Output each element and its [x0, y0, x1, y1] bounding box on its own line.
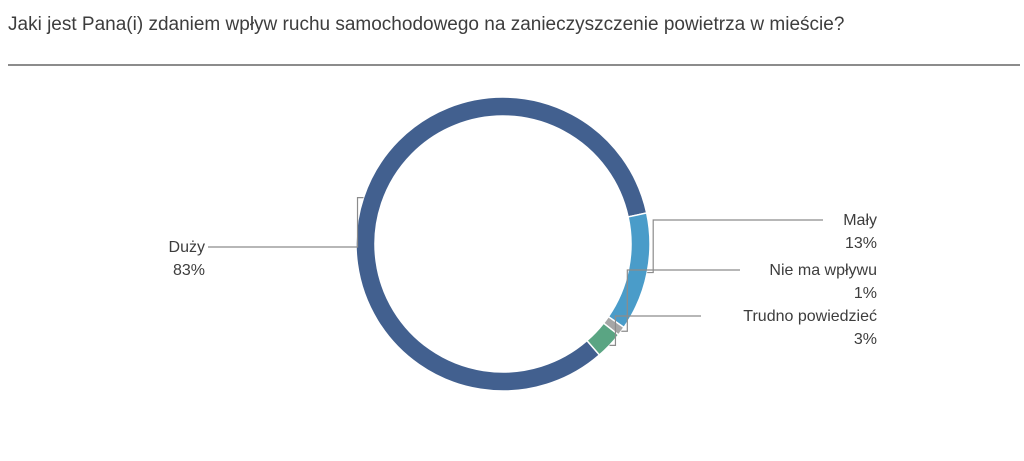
- label-value-duzy: 83%: [173, 262, 205, 279]
- label-value-trudno-powiedziec: 3%: [854, 331, 877, 348]
- slice-trudno-powiedziec: [585, 322, 620, 357]
- donut-slices: [355, 96, 651, 392]
- title-divider: [8, 64, 1020, 66]
- leader-line-trudno-powiedziec: [609, 315, 701, 346]
- leader-lines: [208, 196, 823, 346]
- slice-duzy: [355, 96, 648, 392]
- slice-labels: Duży 83% Mały 13% Nie ma wpływu 1% Trudno powi…: [169, 212, 877, 348]
- label-name-nie-ma-wplywu: Nie ma wpływu: [769, 262, 877, 279]
- leader-line-nie-ma-wplywu: [621, 269, 740, 332]
- label-name-duzy: Duży: [169, 239, 205, 256]
- label-name-trudno-powiedziec: Trudno powiedzieć: [743, 308, 877, 325]
- leader-line-maly: [647, 219, 823, 274]
- label-name-maly: Mały: [843, 212, 877, 229]
- chart-title: Jaki jest Pana(i) zdaniem wpływ ruchu sa…: [8, 14, 845, 35]
- leader-line-duzy: [208, 196, 364, 248]
- label-value-maly: 13%: [845, 235, 877, 252]
- label-value-nie-ma-wplywu: 1%: [854, 285, 877, 302]
